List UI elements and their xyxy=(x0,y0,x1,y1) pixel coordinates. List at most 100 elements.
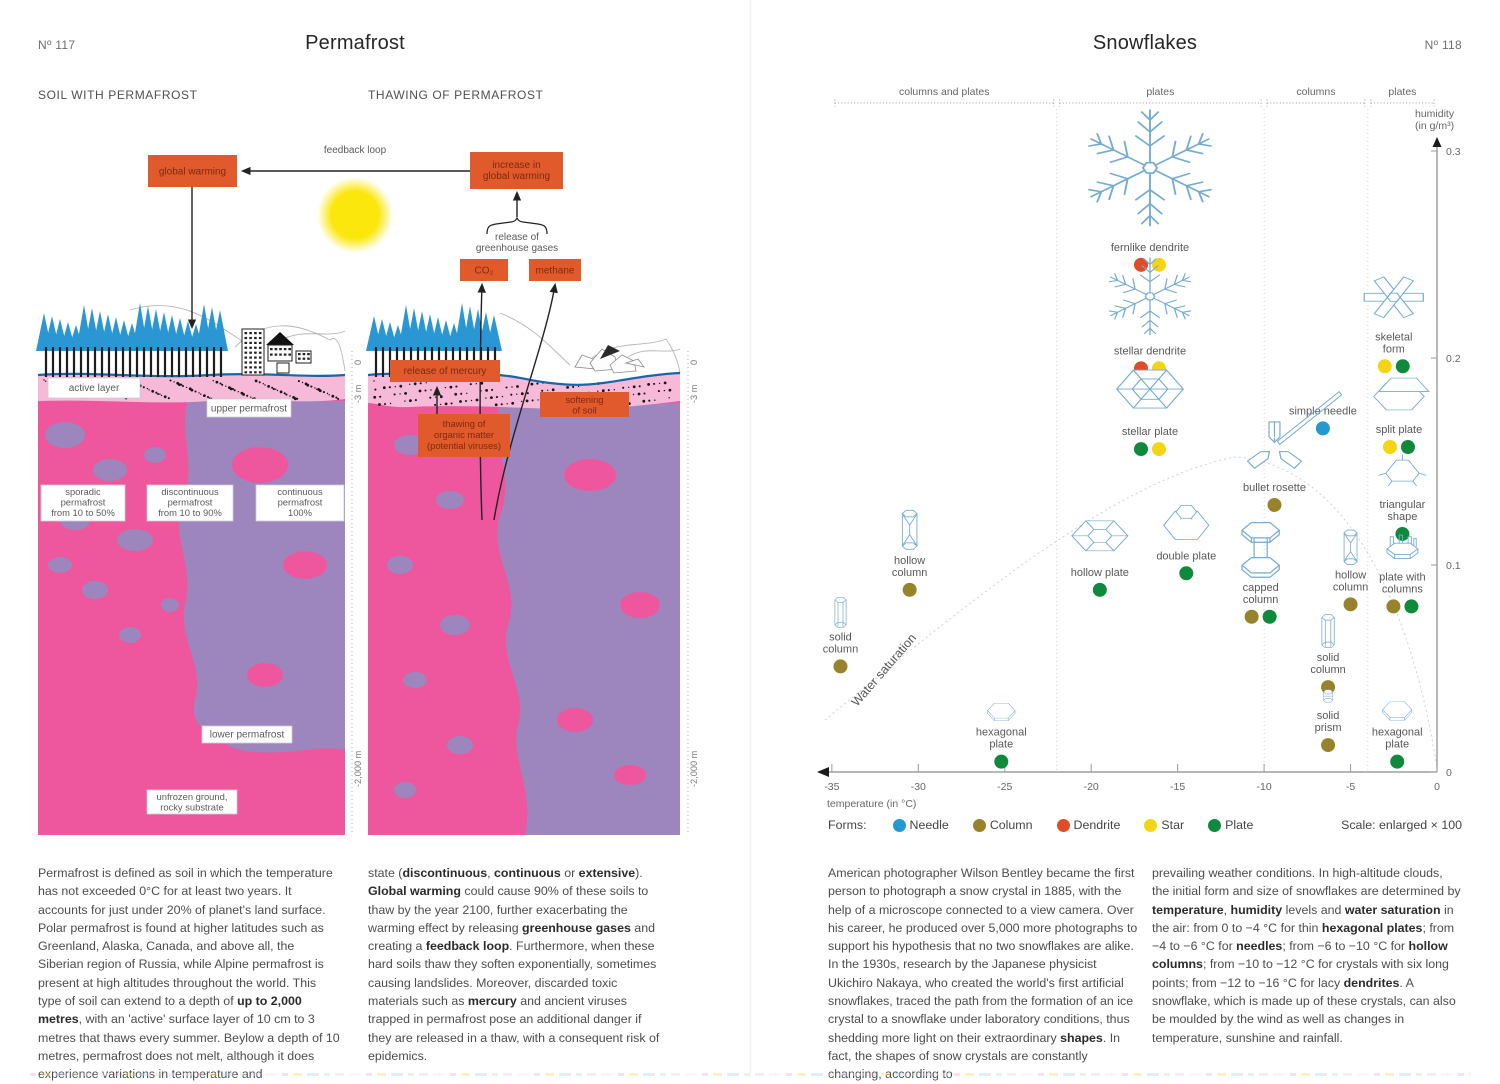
legend-item-needle: Needle xyxy=(892,818,949,832)
snowflakes-body-1: American photographer Wilson Bentley bec… xyxy=(828,866,1138,1082)
hollow-column-icon xyxy=(901,509,918,550)
page-title-permafrost: Permafrost xyxy=(305,32,405,54)
permafrost-body-1: Permafrost is defined as soil in which t… xyxy=(38,866,340,1082)
column-dot xyxy=(1343,597,1358,612)
legend-label: Column xyxy=(989,818,1033,832)
page-gutter xyxy=(749,0,752,1077)
snowflake-point-stellar-plate: stellar plate xyxy=(1116,369,1184,457)
column-dot xyxy=(1386,599,1401,614)
legend-label: Needle xyxy=(909,818,949,832)
svg-text:plate: plate xyxy=(1385,739,1409,751)
x-tick-label: -15 xyxy=(1170,781,1185,793)
stellar-plate-icon xyxy=(1116,369,1184,409)
svg-text:column: column xyxy=(892,567,927,579)
depth-0-2: 0 xyxy=(689,360,699,365)
column-dot xyxy=(1321,738,1336,753)
legend-label: Plate xyxy=(1225,818,1254,832)
plate-dot xyxy=(1395,359,1410,374)
column-legend-dot xyxy=(972,818,986,832)
svg-text:hexagonal: hexagonal xyxy=(976,727,1027,739)
svg-text:prism: prism xyxy=(1315,722,1342,734)
snowflake-point-bullet-rosette: bullet rosette xyxy=(1243,421,1306,512)
hex-plate-icon xyxy=(987,702,1016,721)
water-saturation-curve xyxy=(824,456,1438,769)
increase-global-warming-box: increase in global warming xyxy=(483,160,550,182)
sporadic-permafrost-label: sporadic permafrost from 10 to 50% xyxy=(51,486,115,518)
svg-text:form: form xyxy=(1383,343,1405,355)
x-tick-label: -35 xyxy=(824,781,839,793)
water-saturation-label: Water saturation xyxy=(849,631,919,709)
svg-text:solid: solid xyxy=(829,631,852,643)
plate-dot xyxy=(1262,609,1277,624)
unfrozen-ground-label: unfrozen ground, rocky substrate xyxy=(157,791,228,813)
right-body-column-1: American photographer Wilson Bentley bec… xyxy=(828,864,1138,1084)
depth-3m: -3 m xyxy=(353,384,363,403)
feedback-loop-label: feedback loop xyxy=(324,145,387,156)
permafrost-diagram: active layer upper permafrost sporadic pe… xyxy=(36,145,699,835)
methane-release-arrow xyxy=(493,282,558,521)
plate-dot xyxy=(994,754,1009,769)
dendrite-icon xyxy=(1105,257,1195,336)
skeletal-icon xyxy=(1363,276,1424,319)
methane-box: methane xyxy=(536,266,575,277)
depth-2000m: -2,000 m xyxy=(353,750,363,787)
lower-permafrost-label: lower permafrost xyxy=(210,730,285,741)
x-tick-label: -30 xyxy=(911,781,926,793)
star-dot xyxy=(1382,440,1397,455)
plate-dot xyxy=(1179,566,1194,581)
svg-text:solid: solid xyxy=(1317,710,1340,722)
purple-patches-2 xyxy=(387,435,473,798)
region-label: columns and plates xyxy=(899,86,989,98)
y-tick-label: 0.3 xyxy=(1446,146,1461,158)
discontinuous-permafrost-label: discontinuous permafrost from 10 to 90% xyxy=(158,486,222,518)
co2-box: CO₂ xyxy=(475,266,494,277)
depth-2000m-2: -2,000 m xyxy=(689,750,699,787)
plate-dot xyxy=(1400,440,1415,455)
thawing-purple-mass xyxy=(497,403,680,835)
depth-0: 0 xyxy=(353,360,363,365)
snowflake-chart: Water saturation humidity (in g/m³) tempe… xyxy=(817,86,1461,810)
svg-text:column: column xyxy=(1310,664,1345,676)
svg-text:hollow plate: hollow plate xyxy=(1071,567,1129,579)
plate-dot xyxy=(1133,442,1148,457)
pink-patches xyxy=(232,447,327,687)
svg-text:double plate: double plate xyxy=(1156,550,1216,562)
page-title-snowflakes: Snowflakes xyxy=(1092,32,1198,54)
legend-label: Dendrite xyxy=(1073,818,1121,832)
release-of-mercury-label: release of mercury xyxy=(404,366,487,377)
co2-release-arrow xyxy=(477,282,486,521)
snowflake-point-double-plate: double plate xyxy=(1156,504,1216,581)
left-body-column-2: state (discontinuous, continuous or exte… xyxy=(368,864,668,1065)
svg-text:column: column xyxy=(823,643,858,655)
plate-dot xyxy=(1404,599,1419,614)
x-tick-label: -20 xyxy=(1084,781,1099,793)
chart-content: columns and plates plates columns plates -35… xyxy=(823,86,1461,793)
snowflake-point-needle: simple needle xyxy=(1276,391,1357,446)
svg-text:columns: columns xyxy=(1382,583,1423,595)
soil-diagram: active layer upper permafrost sporadic pe… xyxy=(36,303,363,835)
snowflake-point-dendrite: stellar dendrite xyxy=(1105,257,1195,376)
y-tick-label: 0.2 xyxy=(1446,353,1461,365)
permafrost-body-2: state (discontinuous, continuous or exte… xyxy=(368,866,660,1063)
snowflake-point-split-plate: split plate xyxy=(1373,377,1430,455)
plate-dot xyxy=(1092,582,1107,597)
needle-icon xyxy=(1276,391,1343,446)
upper-permafrost-label: upper permafrost xyxy=(211,404,287,415)
dendrite-icon xyxy=(1083,109,1217,227)
svg-text:plate: plate xyxy=(989,739,1013,751)
solid-prism-icon xyxy=(1323,689,1334,703)
release-greenhouse-gases-label: release of greenhouse gases xyxy=(476,232,558,254)
svg-text:simple needle: simple needle xyxy=(1289,405,1357,417)
column-dot xyxy=(902,582,917,597)
star-dot xyxy=(1377,359,1392,374)
legend-label: Star xyxy=(1161,818,1185,832)
plate-dot xyxy=(1390,754,1405,769)
